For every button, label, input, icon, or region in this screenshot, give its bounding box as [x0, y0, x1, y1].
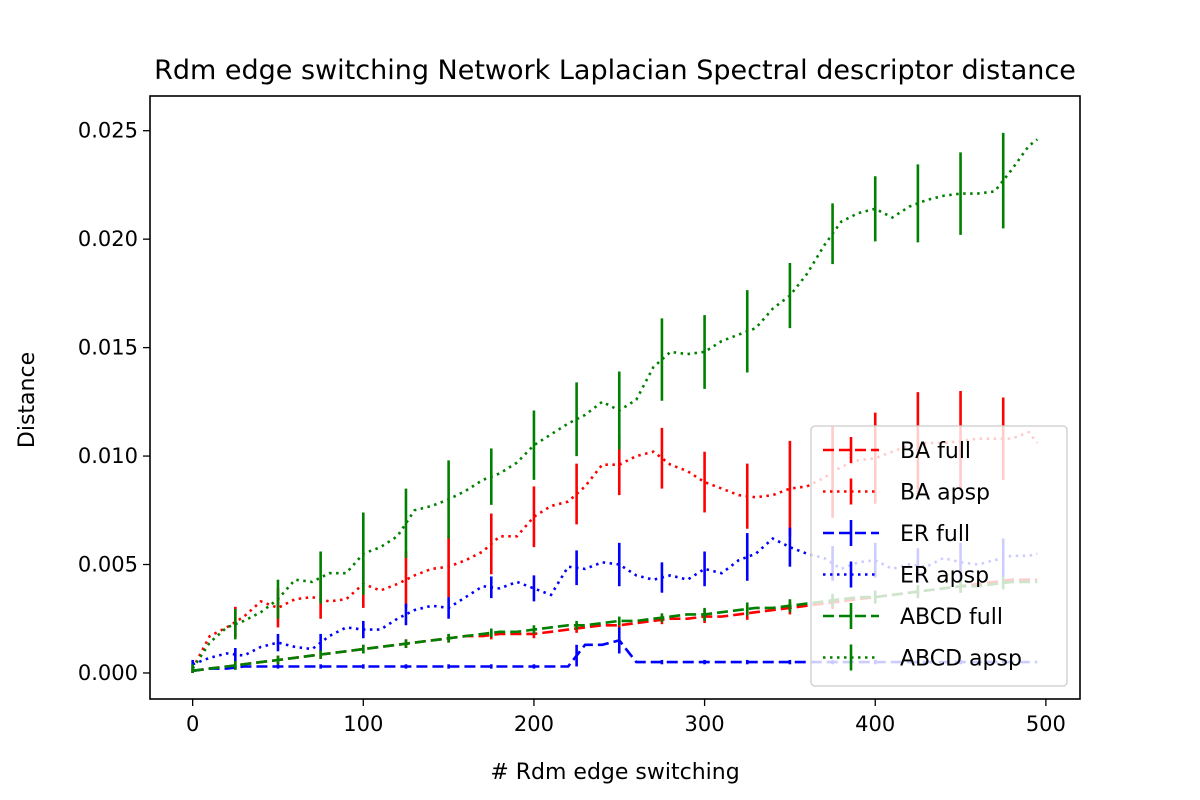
- legend-label: ER apsp: [900, 564, 989, 589]
- x-tick-label: 200: [514, 712, 554, 736]
- x-tick-label: 100: [343, 712, 383, 736]
- x-tick-label: 500: [1026, 712, 1066, 736]
- legend-entry-ba-apsp: BA apsp: [823, 478, 990, 506]
- legend: BA full BA apsp ER full ER apsp ABCD full ABC…: [810, 425, 1068, 687]
- y-tick-label: 0.015: [78, 336, 138, 360]
- chart-title: Rdm edge switching Network Laplacian Spe…: [154, 55, 1076, 86]
- legend-label: ABCD full: [900, 605, 1003, 630]
- y-tick-label: 0.005: [78, 553, 138, 577]
- y-tick-label: 0.020: [78, 227, 138, 251]
- y-axis-label: Distance: [15, 352, 40, 448]
- y-tick-label: 0.025: [78, 119, 138, 143]
- legend-label: BA full: [900, 439, 971, 464]
- y-axis: 0.000 0.005 0.010 0.015 0.020 0.025: [78, 119, 150, 685]
- x-tick-label: 0: [186, 712, 199, 736]
- series-abcd-apsp: [191, 132, 1039, 673]
- legend-entry-ba-full: BA full: [823, 437, 971, 464]
- series-layer: [191, 132, 1039, 673]
- y-tick-label: 0.000: [78, 661, 138, 685]
- legend-entry-abcd-apsp: ABCD apsp: [823, 644, 1022, 672]
- x-axis: 0 100 200 300 400 500: [186, 699, 1066, 736]
- legend-entry-er-full: ER full: [823, 520, 970, 547]
- legend-label: ER full: [900, 522, 970, 547]
- legend-box: [810, 425, 1068, 687]
- legend-entry-er-apsp: ER apsp: [823, 561, 989, 589]
- x-axis-label: # Rdm edge switching: [490, 760, 739, 785]
- legend-label: ABCD apsp: [900, 647, 1022, 672]
- y-tick-label: 0.010: [78, 444, 138, 468]
- legend-entry-abcd-full: ABCD full: [823, 603, 1003, 630]
- x-tick-label: 300: [685, 712, 725, 736]
- plot-frame: [149, 95, 1081, 700]
- x-tick-label: 400: [855, 712, 895, 736]
- legend-label: BA apsp: [900, 481, 990, 506]
